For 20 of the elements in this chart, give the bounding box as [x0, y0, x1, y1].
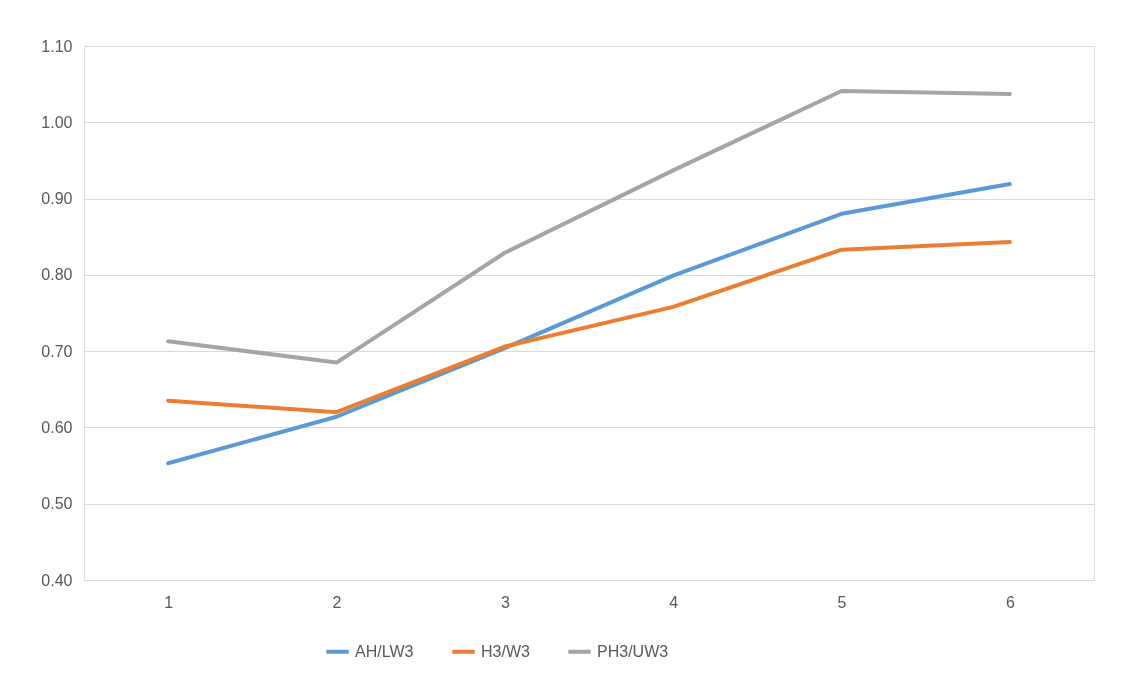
x-tick-label: 1: [164, 593, 174, 611]
y-tick-label: 0.70: [41, 342, 73, 360]
y-tick-label: 1.10: [41, 37, 73, 55]
x-tick-label: 6: [1005, 593, 1015, 611]
line-series: [166, 182, 1012, 466]
legend-label: AH/LW3: [355, 642, 414, 660]
y-tick-label: 1.00: [41, 113, 73, 131]
y-tick-label: 0.60: [41, 418, 73, 436]
x-tick-label: 3: [500, 593, 510, 611]
legend-label: PH3/UW3: [597, 642, 669, 660]
line-series: [166, 89, 1012, 365]
line-series: [166, 240, 1012, 415]
y-tick-label: 0.50: [41, 495, 73, 513]
y-tick-label: 0.90: [41, 190, 73, 208]
x-tick-label: 4: [669, 593, 679, 611]
x-tick-label: 2: [332, 593, 342, 611]
x-tick-label: 5: [837, 593, 847, 611]
legend-label: H3/W3: [481, 642, 530, 660]
y-tick-label: 0.40: [41, 571, 73, 589]
y-tick-label: 0.80: [41, 266, 73, 284]
